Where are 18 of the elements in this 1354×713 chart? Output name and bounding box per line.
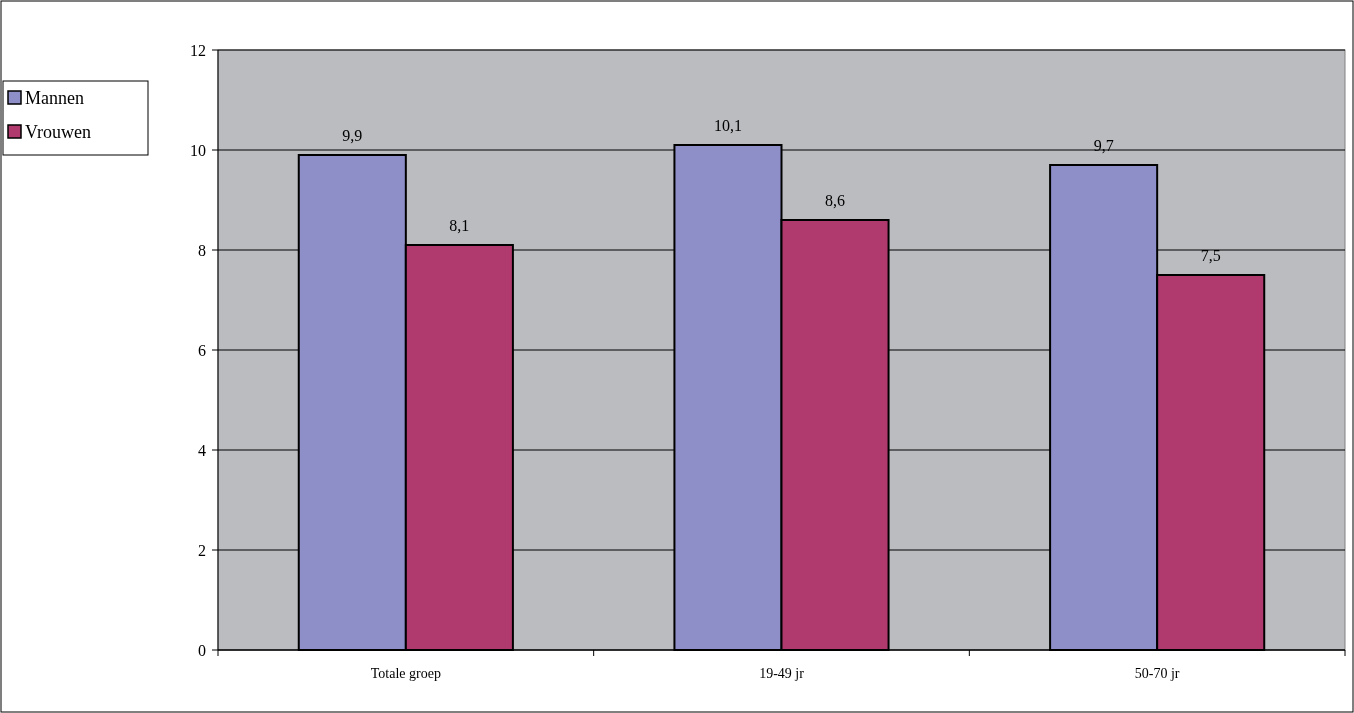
y-tick-label: 2	[198, 541, 206, 559]
data-label: 7,5	[1200, 247, 1221, 264]
y-tick-label: 6	[198, 341, 206, 359]
y-tick-label: 8	[198, 241, 206, 259]
data-label: 8,6	[825, 192, 846, 209]
legend-label: Mannen	[25, 88, 84, 109]
y-tick-label: 10	[190, 141, 206, 159]
y-tick-label: 12	[190, 41, 206, 59]
data-label: 9,7	[1093, 137, 1114, 154]
data-label: 10,1	[713, 117, 742, 134]
y-tick-label: 0	[198, 641, 206, 659]
x-tick-label: Totale groep	[370, 666, 441, 681]
legend-label: Vrouwen	[25, 122, 91, 143]
data-label: 8,1	[449, 217, 470, 234]
x-tick-label: 50-70 jr	[1134, 666, 1180, 681]
data-label: 9,9	[342, 127, 363, 144]
y-tick-label: 4	[198, 441, 206, 459]
x-tick-label: 19-49 jr	[759, 666, 805, 681]
